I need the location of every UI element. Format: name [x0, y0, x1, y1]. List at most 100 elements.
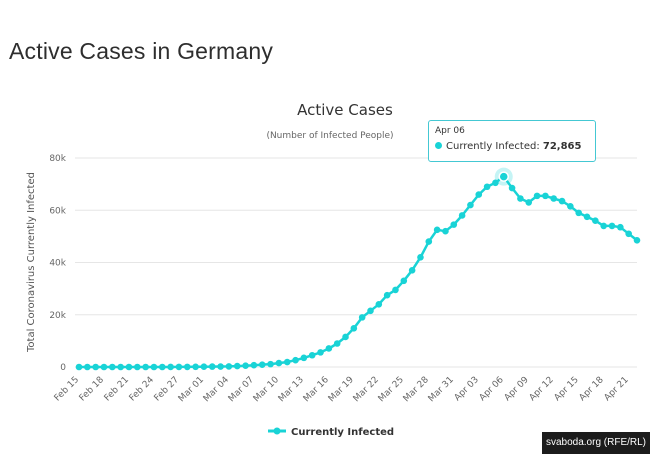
data-point[interactable]: [467, 201, 474, 209]
tooltip-row: Currently Infected: 72,865: [435, 141, 581, 152]
data-point[interactable]: [192, 363, 199, 371]
data-point[interactable]: [84, 363, 91, 371]
data-point[interactable]: [433, 226, 441, 234]
data-point[interactable]: [167, 363, 174, 371]
data-point[interactable]: [375, 301, 383, 308]
x-tick-label: Mar 13: [277, 375, 306, 404]
x-tick-label: Mar 22: [352, 375, 381, 404]
data-point[interactable]: [333, 340, 341, 347]
data-point[interactable]: [117, 363, 124, 371]
data-point[interactable]: [250, 361, 258, 369]
data-point[interactable]: [633, 236, 641, 244]
data-point[interactable]: [133, 363, 141, 371]
data-point[interactable]: [600, 222, 607, 230]
y-axis-label: Total Coronavirus Currently Infected: [26, 172, 37, 353]
data-point[interactable]: [92, 363, 99, 371]
data-point[interactable]: [567, 203, 574, 210]
data-point[interactable]: [492, 179, 499, 187]
series-line[interactable]: [79, 175, 638, 369]
data-point[interactable]: [417, 253, 424, 261]
y-tick-label: 40k: [49, 259, 66, 269]
data-point[interactable]: [483, 183, 491, 191]
page-title: Active Cases in Germany: [9, 38, 274, 64]
tooltip-date: Apr 06: [435, 126, 465, 136]
x-tick-label: Apr 21: [603, 375, 631, 403]
data-point[interactable]: [525, 199, 533, 206]
x-tick-label: Apr 03: [453, 375, 481, 403]
hover-point[interactable]: [498, 171, 509, 182]
data-point[interactable]: [450, 221, 458, 228]
data-point[interactable]: [142, 363, 149, 371]
data-point[interactable]: [325, 345, 333, 352]
data-point[interactable]: [275, 359, 283, 367]
data-point[interactable]: [358, 314, 366, 321]
data-point[interactable]: [125, 363, 133, 371]
legend-swatch-marker: [273, 427, 281, 435]
data-point[interactable]: [175, 363, 183, 371]
chart-subtitle: (Number of Infected People): [266, 131, 393, 141]
x-tick-label: Feb 15: [53, 375, 81, 403]
data-point[interactable]: [408, 267, 416, 274]
data-point[interactable]: [425, 238, 433, 245]
data-point[interactable]: [442, 227, 449, 235]
data-point[interactable]: [608, 222, 616, 230]
x-tick-label: Mar 28: [402, 375, 431, 404]
data-point[interactable]: [183, 363, 191, 371]
data-point[interactable]: [200, 363, 208, 371]
data-point[interactable]: [258, 361, 266, 368]
data-point[interactable]: [283, 358, 291, 366]
credit-label: svaboda.org (RFE/RL): [542, 432, 650, 454]
data-point[interactable]: [225, 363, 233, 370]
data-point[interactable]: [100, 363, 108, 371]
data-point[interactable]: [242, 362, 249, 369]
data-point[interactable]: [75, 363, 83, 371]
data-point[interactable]: [109, 363, 116, 371]
data-point[interactable]: [342, 333, 349, 341]
y-tick-label: 0: [60, 363, 66, 373]
data-point[interactable]: [150, 363, 158, 371]
legend[interactable]: Currently Infected: [268, 427, 394, 438]
gridlines: [75, 157, 637, 368]
x-tick-label: Apr 09: [503, 375, 531, 403]
x-tick-label: Apr 18: [578, 375, 606, 403]
x-tick-label: Feb 21: [103, 375, 131, 403]
data-point[interactable]: [217, 363, 224, 370]
data-point[interactable]: [625, 230, 632, 238]
data-point[interactable]: [208, 363, 216, 370]
data-point[interactable]: [300, 354, 308, 362]
data-point[interactable]: [292, 356, 299, 364]
data-point[interactable]: [350, 325, 358, 332]
data-point[interactable]: [558, 197, 566, 205]
x-tick-label: Feb 27: [153, 375, 181, 403]
data-point[interactable]: [233, 362, 241, 370]
data-point[interactable]: [367, 307, 374, 315]
data-point[interactable]: [583, 213, 591, 221]
data-point[interactable]: [158, 363, 166, 371]
x-tick-label: Mar 16: [302, 375, 331, 404]
x-tick-label: Mar 10: [252, 375, 281, 404]
x-tick-label: Feb 24: [128, 375, 157, 404]
data-point[interactable]: [475, 191, 483, 198]
data-point[interactable]: [458, 212, 466, 219]
data-point[interactable]: [508, 184, 516, 192]
data-point[interactable]: [617, 223, 624, 231]
data-point[interactable]: [517, 195, 524, 202]
y-tick-label: 80k: [49, 154, 66, 164]
legend-label[interactable]: Currently Infected: [291, 427, 394, 438]
data-point[interactable]: [317, 349, 324, 356]
x-tick-label: Mar 04: [202, 375, 231, 404]
data-point[interactable]: [383, 291, 391, 299]
data-point[interactable]: [550, 195, 558, 202]
x-tick-label: Mar 07: [227, 375, 256, 404]
data-point[interactable]: [592, 217, 599, 224]
data-point[interactable]: [533, 192, 541, 200]
data-point[interactable]: [308, 351, 316, 359]
data-point[interactable]: [400, 277, 408, 285]
series-currently-infected[interactable]: [75, 167, 641, 371]
tooltip-value: 72,865: [542, 141, 582, 152]
data-point[interactable]: [542, 192, 549, 200]
data-point[interactable]: [392, 286, 399, 294]
data-point[interactable]: [575, 209, 583, 217]
data-point[interactable]: [267, 360, 274, 368]
